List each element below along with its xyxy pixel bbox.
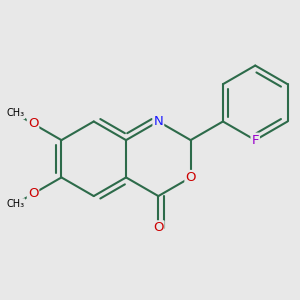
Text: O: O (185, 171, 196, 184)
Text: CH₃: CH₃ (6, 109, 24, 118)
Text: F: F (251, 134, 259, 147)
Text: CH₃: CH₃ (6, 199, 24, 209)
Text: O: O (28, 187, 38, 200)
Text: N: N (154, 115, 163, 128)
Text: O: O (28, 117, 38, 130)
Text: O: O (153, 221, 164, 234)
